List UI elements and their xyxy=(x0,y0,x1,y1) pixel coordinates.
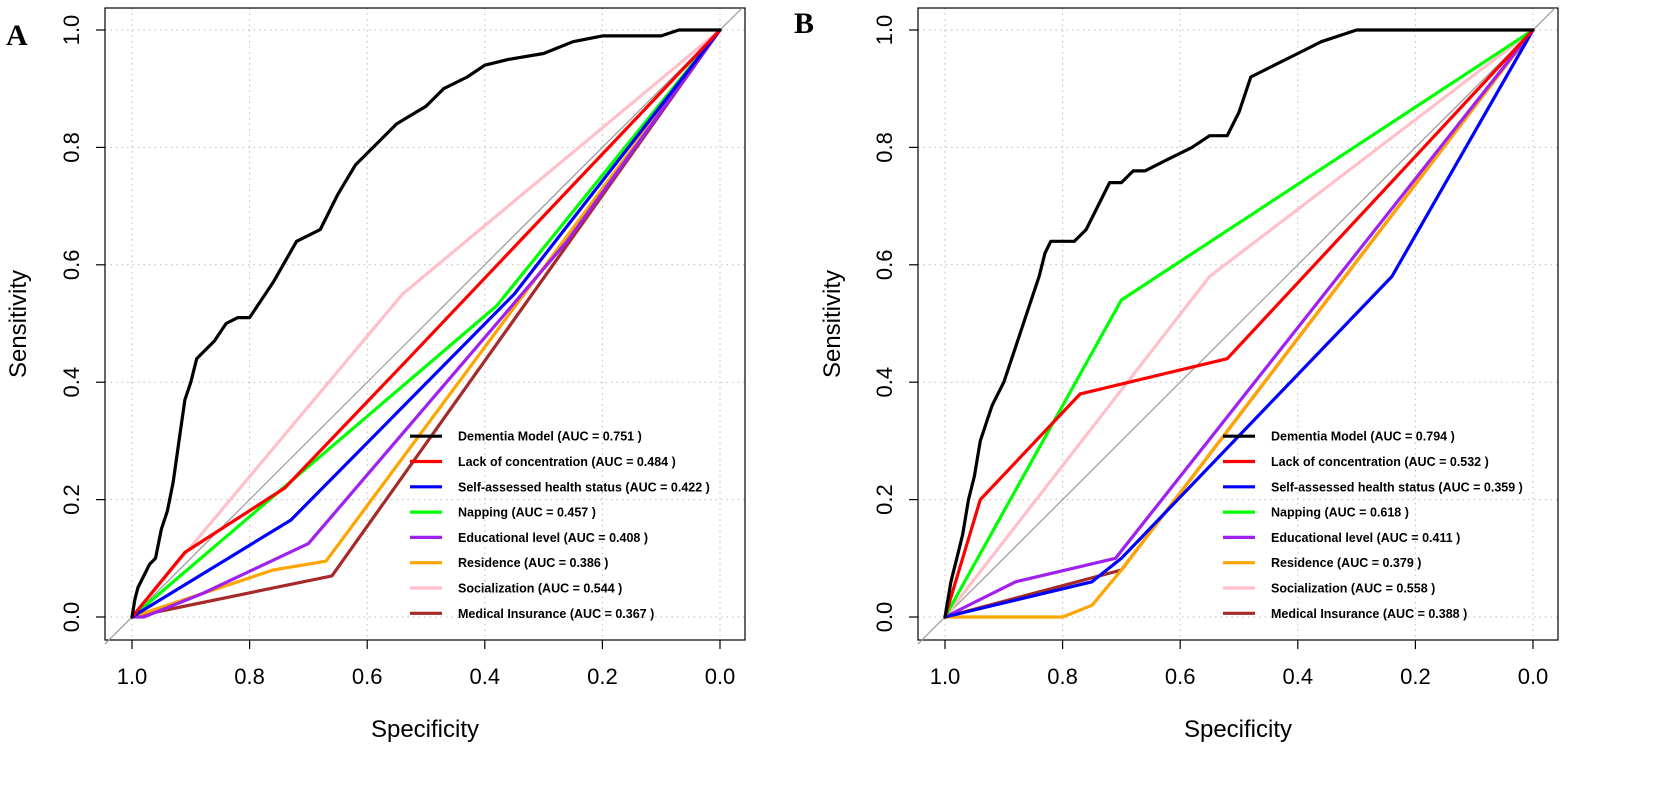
x-tick-label: 0.6 xyxy=(352,664,383,689)
y-tick-label: 0.0 xyxy=(59,602,84,633)
legend-label: Socialization (AUC = 0.544 ) xyxy=(458,582,622,596)
panel-a: 1.0 0.8 0.6 0.4 0.2 0.0 0.0 0.2 0.4 0.6 0.8 1.0 Spec… xyxy=(5,7,746,743)
x-tick-label: 0.4 xyxy=(1283,664,1314,689)
x-tick-label: 0.6 xyxy=(1165,664,1196,689)
legend-label: Lack of concentration (AUC = 0.484 ) xyxy=(458,455,676,469)
plot-frame xyxy=(917,7,1559,641)
x-axis-title: Specificity xyxy=(1184,716,1292,743)
y-tick-label: 0.6 xyxy=(59,250,84,281)
roc-curve-5 xyxy=(943,28,1535,619)
roc-curve-6 xyxy=(943,28,1535,619)
legend-label: Residence (AUC = 0.379 ) xyxy=(1271,556,1421,570)
roc-curve-4 xyxy=(943,28,1535,619)
legend-label: Socialization (AUC = 0.558 ) xyxy=(1271,582,1435,596)
y-tick-label: 0.4 xyxy=(59,367,84,398)
y-tick-label: 0.6 xyxy=(872,250,897,281)
legend-label: Lack of concentration (AUC = 0.532 ) xyxy=(1271,455,1489,469)
y-tick-label: 1.0 xyxy=(872,15,897,46)
y-axis-title: Sensitivity xyxy=(819,270,846,378)
roc-curve-5 xyxy=(130,28,722,619)
y-tick-label: 0.2 xyxy=(59,484,84,515)
x-tick-label: 0.2 xyxy=(587,664,618,689)
x-tick-label: 0.4 xyxy=(470,664,501,689)
legend-label: Medical Insurance (AUC = 0.367 ) xyxy=(458,607,654,621)
x-tick-label: 0.2 xyxy=(1400,664,1431,689)
roc-curve-3 xyxy=(130,28,722,619)
legend-label: Dementia Model (AUC = 0.794 ) xyxy=(1271,430,1455,444)
panel-letter: B xyxy=(794,7,814,40)
y-axis-title: Sensitivity xyxy=(5,270,32,378)
legend-label: Dementia Model (AUC = 0.751 ) xyxy=(458,430,642,444)
y-tick-label: 0.8 xyxy=(59,132,84,163)
roc-curve-8 xyxy=(130,28,722,619)
plot-frame xyxy=(104,7,746,641)
y-tick-label: 0.4 xyxy=(872,367,897,398)
x-tick-label: 0.0 xyxy=(705,664,736,689)
legend-label: Residence (AUC = 0.386 ) xyxy=(458,556,608,570)
x-tick-label: 0.8 xyxy=(234,664,265,689)
legend-label: Napping (AUC = 0.618 ) xyxy=(1271,506,1409,520)
panel-b: 1.0 0.8 0.6 0.4 0.2 0.0 0.0 0.2 0.4 0.6 0.8 1.0 Spec… xyxy=(794,7,1559,743)
x-tick-label: 1.0 xyxy=(117,664,148,689)
diagonal-reference-line xyxy=(917,7,1556,645)
x-tick-label: 0.0 xyxy=(1518,664,1549,689)
diagonal-reference-line xyxy=(104,7,743,645)
legend-label: Medical Insurance (AUC = 0.388 ) xyxy=(1271,607,1467,621)
legend-label: Napping (AUC = 0.457 ) xyxy=(458,506,596,520)
roc-curve-1 xyxy=(943,28,1535,619)
roc-curve-2 xyxy=(943,28,1535,619)
panel-letter: A xyxy=(6,19,28,52)
roc-curve-2 xyxy=(130,28,722,619)
y-tick-label: 0.8 xyxy=(872,132,897,163)
roc-curve-7 xyxy=(130,28,722,619)
y-tick-label: 1.0 xyxy=(59,15,84,46)
roc-curve-1 xyxy=(130,28,722,619)
legend-label: Self-assessed health status (AUC = 0.422… xyxy=(458,480,710,494)
legend-label: Self-assessed health status (AUC = 0.359… xyxy=(1271,480,1523,494)
legend-label: Educational level (AUC = 0.411 ) xyxy=(1271,531,1460,545)
y-tick-label: 0.0 xyxy=(872,602,897,633)
roc-curve-7 xyxy=(943,28,1535,619)
legend-label: Educational level (AUC = 0.408 ) xyxy=(458,531,648,545)
x-tick-label: 1.0 xyxy=(930,664,961,689)
roc-curve-4 xyxy=(130,28,722,619)
x-tick-label: 0.8 xyxy=(1047,664,1078,689)
roc-curve-3 xyxy=(943,28,1535,619)
x-axis-title: Specificity xyxy=(371,716,479,743)
y-tick-label: 0.2 xyxy=(872,484,897,515)
